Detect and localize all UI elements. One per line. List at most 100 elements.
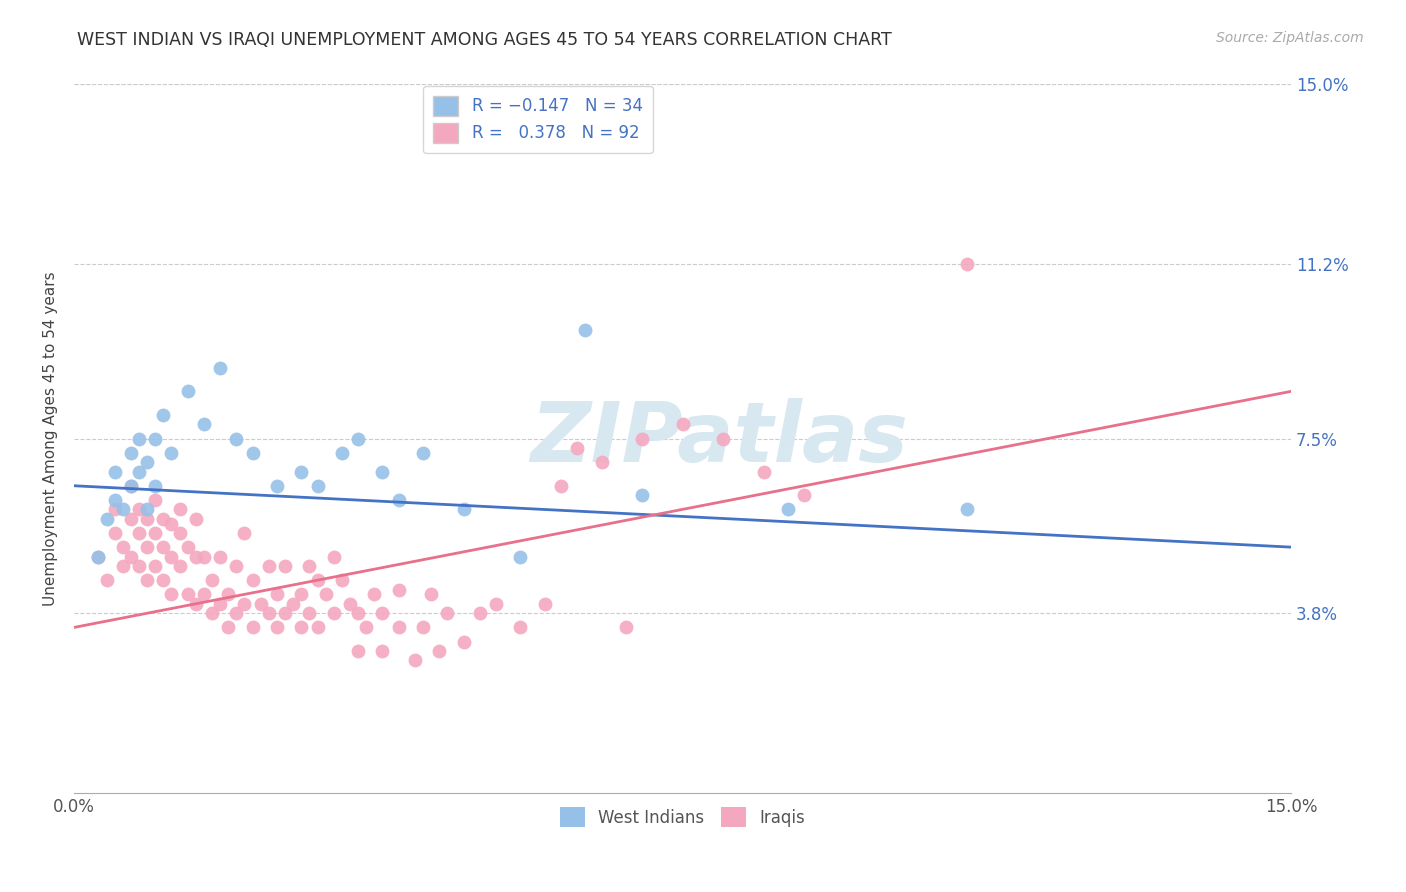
Point <box>120 479 142 493</box>
Point <box>371 606 394 620</box>
Point <box>567 441 589 455</box>
Point <box>143 492 166 507</box>
Point <box>363 587 385 601</box>
Point <box>330 573 353 587</box>
Point <box>283 597 305 611</box>
Point <box>574 323 596 337</box>
Text: Source: ZipAtlas.com: Source: ZipAtlas.com <box>1216 31 1364 45</box>
Point <box>217 620 239 634</box>
Legend: West Indians, Iraqis: West Indians, Iraqis <box>554 800 811 834</box>
Point <box>266 479 288 493</box>
Point <box>266 587 288 601</box>
Point <box>209 597 232 611</box>
Point <box>388 582 411 597</box>
Point <box>96 573 118 587</box>
Point <box>330 446 353 460</box>
Point <box>388 620 411 634</box>
Point <box>509 549 531 564</box>
Point <box>242 446 264 460</box>
Point <box>87 549 110 564</box>
Point <box>169 526 191 541</box>
Point <box>128 502 150 516</box>
Point <box>87 549 110 564</box>
Point <box>104 492 127 507</box>
Point <box>322 549 344 564</box>
Point <box>143 432 166 446</box>
Point <box>257 559 280 574</box>
Point <box>136 573 159 587</box>
Point <box>111 559 134 574</box>
Point <box>956 257 979 271</box>
Point <box>307 479 329 493</box>
Point <box>217 587 239 601</box>
Point <box>290 465 312 479</box>
Point <box>631 488 654 502</box>
Text: ZIPatlas: ZIPatlas <box>530 398 908 479</box>
Point <box>176 540 198 554</box>
Point <box>201 573 224 587</box>
Point <box>233 526 256 541</box>
Point <box>209 360 232 375</box>
Point <box>274 559 297 574</box>
Point <box>152 512 174 526</box>
Point <box>233 597 256 611</box>
Point <box>152 540 174 554</box>
Point <box>591 455 613 469</box>
Point <box>225 606 247 620</box>
Point <box>436 606 458 620</box>
Point <box>298 606 321 620</box>
Point <box>143 526 166 541</box>
Point <box>956 502 979 516</box>
Point <box>420 587 443 601</box>
Point <box>266 620 288 634</box>
Point <box>184 549 207 564</box>
Point <box>371 644 394 658</box>
Point <box>111 502 134 516</box>
Point <box>225 432 247 446</box>
Point <box>128 465 150 479</box>
Point <box>225 559 247 574</box>
Point <box>274 606 297 620</box>
Point <box>104 465 127 479</box>
Point <box>184 597 207 611</box>
Point <box>290 620 312 634</box>
Point <box>136 455 159 469</box>
Point <box>672 417 695 432</box>
Point <box>631 432 654 446</box>
Point <box>176 587 198 601</box>
Point <box>128 559 150 574</box>
Point <box>354 620 377 634</box>
Point <box>201 606 224 620</box>
Point <box>347 606 370 620</box>
Point <box>322 606 344 620</box>
Point <box>453 634 475 648</box>
Text: WEST INDIAN VS IRAQI UNEMPLOYMENT AMONG AGES 45 TO 54 YEARS CORRELATION CHART: WEST INDIAN VS IRAQI UNEMPLOYMENT AMONG … <box>77 31 891 49</box>
Point <box>143 479 166 493</box>
Point <box>169 502 191 516</box>
Point <box>412 446 434 460</box>
Point <box>136 512 159 526</box>
Point <box>152 573 174 587</box>
Point <box>249 597 271 611</box>
Point <box>120 512 142 526</box>
Point <box>193 549 215 564</box>
Point <box>485 597 508 611</box>
Point <box>111 540 134 554</box>
Point <box>711 432 734 446</box>
Point <box>257 606 280 620</box>
Point <box>307 620 329 634</box>
Point <box>550 479 572 493</box>
Point <box>128 526 150 541</box>
Point <box>176 384 198 399</box>
Point <box>160 587 183 601</box>
Point <box>160 549 183 564</box>
Point <box>614 620 637 634</box>
Point <box>371 465 394 479</box>
Point <box>96 512 118 526</box>
Point <box>298 559 321 574</box>
Point <box>184 512 207 526</box>
Point <box>509 620 531 634</box>
Point <box>169 559 191 574</box>
Point <box>533 597 555 611</box>
Point <box>209 549 232 564</box>
